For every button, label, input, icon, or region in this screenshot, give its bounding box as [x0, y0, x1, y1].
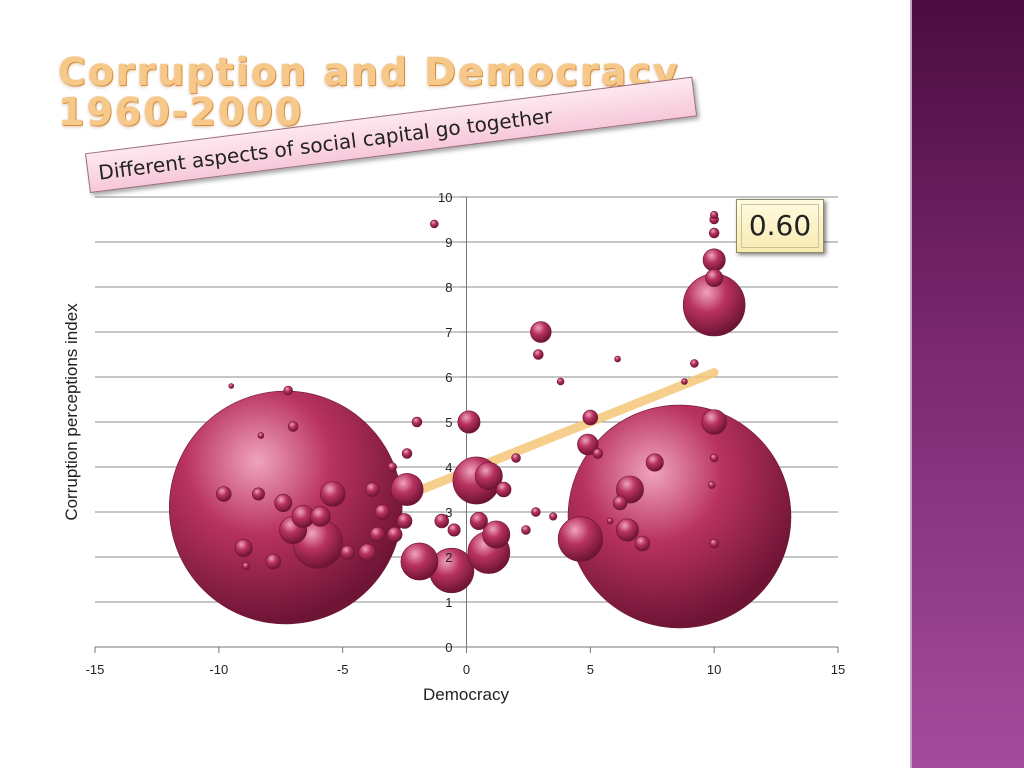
data-bubble: [577, 433, 599, 456]
x-tick-label: 0: [463, 662, 470, 677]
slide-title-line1: Corruption and Democracy: [58, 50, 680, 94]
data-bubble: [521, 525, 531, 535]
data-bubble: [702, 248, 726, 272]
data-bubble: [390, 473, 424, 506]
y-tick-label: 2: [445, 550, 452, 565]
data-bubble: [530, 321, 552, 343]
data-bubble: [310, 506, 331, 527]
data-bubble: [556, 377, 565, 386]
x-tick-label: -5: [337, 662, 349, 677]
data-bubble: [582, 409, 599, 426]
data-bubble: [387, 462, 397, 472]
y-tick-label: 7: [445, 325, 452, 340]
data-bubble: [708, 227, 720, 239]
data-bubble: [411, 416, 423, 428]
y-tick-label: 10: [438, 190, 452, 205]
data-bubble: [495, 481, 512, 498]
bubble-layer: [169, 210, 792, 629]
x-tick-label: -15: [86, 662, 105, 677]
data-bubble: [557, 516, 604, 562]
data-bubble: [365, 482, 380, 497]
y-tick-label: 0: [445, 640, 452, 655]
slide-title-line2: 1960-2000: [58, 90, 304, 134]
x-axis-title: Democracy: [423, 685, 509, 704]
slide-title: Corruption and Democracy 1960-2000: [58, 52, 680, 132]
data-bubble: [242, 561, 251, 571]
data-bubble: [228, 383, 234, 389]
data-bubble: [634, 535, 651, 552]
x-tick-label: 15: [831, 662, 845, 677]
data-bubble: [434, 513, 449, 529]
data-bubble: [386, 526, 403, 543]
data-bubble: [709, 538, 719, 549]
y-axis-title: Corruption perceptions index: [62, 303, 81, 521]
data-bubble: [340, 545, 355, 560]
data-bubble: [701, 409, 727, 435]
x-tick-label: -10: [209, 662, 228, 677]
data-bubble: [511, 453, 521, 463]
data-bubble: [469, 512, 488, 530]
data-bubble: [531, 507, 541, 517]
data-bubble: [396, 513, 413, 529]
data-bubble: [234, 539, 253, 557]
data-bubble: [612, 495, 628, 511]
data-bubble: [401, 448, 413, 459]
data-bubble: [705, 269, 724, 287]
decorative-sidebar: [912, 0, 1024, 768]
data-bubble: [257, 432, 265, 439]
correlation-value: 0.60: [741, 204, 819, 248]
x-tick-label: 5: [587, 662, 594, 677]
data-bubble: [358, 543, 377, 562]
y-tick-label: 5: [445, 415, 452, 430]
data-bubble: [374, 504, 391, 520]
tick-labels: 0 1 2 3 4 5 6 7 8 9 10 -15 -10 -5 0 5 10 15: [86, 190, 846, 677]
data-bubble: [710, 210, 719, 220]
x-tick-label: 10: [707, 662, 721, 677]
data-bubble: [533, 349, 544, 360]
data-bubble: [645, 453, 664, 472]
y-tick-label: 4: [445, 460, 452, 475]
correlation-box: 0.60: [736, 199, 824, 253]
data-bubble: [287, 421, 299, 432]
data-bubble: [549, 512, 558, 521]
data-bubble: [592, 448, 604, 459]
data-bubble: [681, 378, 688, 385]
data-bubble: [482, 520, 511, 549]
data-bubble: [616, 475, 644, 504]
data-bubble: [616, 518, 639, 542]
data-bubble: [690, 359, 699, 368]
sidebar-divider: [910, 0, 913, 768]
data-bubble: [216, 486, 232, 502]
data-bubble: [474, 462, 503, 490]
data-bubble: [400, 542, 439, 581]
data-bubble: [320, 481, 346, 507]
y-tick-label: 3: [445, 505, 452, 520]
data-bubble: [369, 526, 386, 543]
data-bubble: [567, 404, 792, 629]
data-bubble: [265, 553, 282, 570]
y-tick-label: 8: [445, 280, 452, 295]
data-bubble: [707, 481, 716, 489]
data-bubble: [274, 494, 293, 512]
data-bubble: [709, 453, 719, 463]
data-bubble: [283, 385, 293, 396]
data-bubble: [606, 517, 614, 525]
data-bubble: [614, 355, 621, 363]
data-bubble: [430, 219, 439, 229]
y-tick-label: 1: [445, 595, 452, 610]
data-bubble: [251, 487, 265, 501]
data-bubble: [447, 523, 461, 537]
y-tick-label: 9: [445, 235, 452, 250]
y-tick-label: 6: [445, 370, 452, 385]
data-bubble: [457, 410, 481, 434]
